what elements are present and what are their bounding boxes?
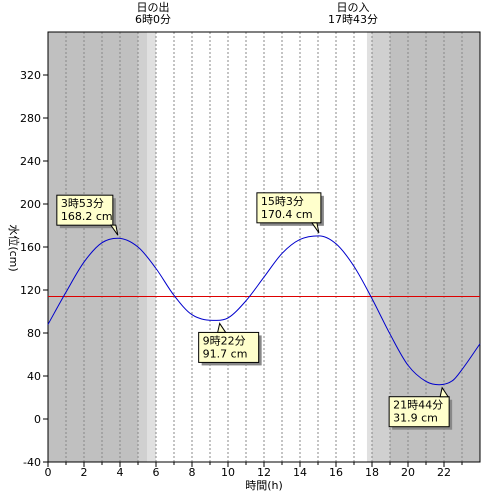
callout-pointer [109, 224, 119, 236]
y-axis-ticks: -40 0 40 80 120 160 200 240 280 320 [20, 69, 48, 469]
sunrise-label: 日の出 [137, 0, 170, 14]
callout-box [198, 331, 260, 363]
y-tick-label: 40 [27, 370, 41, 383]
day-night-shading [48, 32, 480, 462]
x-tick-label: 6 [153, 466, 160, 479]
x-tick-label: 12 [257, 466, 271, 479]
sunset-label: 日の入 [336, 1, 369, 14]
x-tick-label: 10 [221, 466, 235, 479]
y-tick-label: 240 [20, 155, 41, 168]
twilight-shade-evening [366, 32, 372, 462]
y-tick-label: 200 [20, 198, 41, 211]
callout-box [56, 194, 114, 226]
callout-time: 15時3分 [261, 195, 304, 208]
y-tick-label: 120 [20, 284, 41, 297]
night-shade-evening [390, 32, 480, 462]
x-tick-label: 4 [117, 466, 124, 479]
x-tick-label: 18 [365, 466, 379, 479]
twilight-shade-evening-dark [372, 32, 390, 462]
callout-pointer [310, 222, 320, 234]
callout-level: 91.7 cm [203, 347, 248, 360]
x-tick-label: 0 [45, 466, 52, 479]
daylight-area [156, 32, 367, 462]
y-axis-title: 水位(cm) [7, 224, 21, 271]
callout-level: 168.2 cm [61, 210, 113, 223]
callout-level: 170.4 cm [261, 208, 313, 221]
x-tick-label: 16 [329, 466, 343, 479]
twilight-shade-morning-dark [138, 32, 147, 462]
callout-time: 9時22分 [203, 334, 246, 347]
callout-box [256, 192, 322, 224]
callout-time: 21時44分 [393, 399, 443, 412]
sunrise-time: 6時0分 [135, 13, 171, 26]
x-tick-label: 20 [401, 466, 415, 479]
x-tick-label: 14 [293, 466, 307, 479]
twilight-shade-morning [147, 32, 156, 462]
x-axis-ticks: 0 2 4 6 8 10 12 14 16 18 20 22 [45, 462, 463, 479]
y-tick-label: 80 [27, 327, 41, 340]
x-tick-label: 2 [81, 466, 88, 479]
y-tick-label: -40 [23, 456, 41, 469]
y-tick-label: 160 [20, 241, 41, 254]
callout-pointer [439, 386, 450, 398]
sunset-time: 17時43分 [328, 13, 378, 26]
callout-time: 3時53分 [61, 197, 104, 210]
callout-level: 31.9 cm [393, 412, 438, 425]
tide-curve [47, 235, 481, 386]
y-tick-label: 0 [34, 413, 41, 426]
callout-pointer [217, 322, 227, 333]
night-shade-morning [48, 32, 138, 462]
y-tick-label: 280 [20, 112, 41, 125]
x-tick-label: 22 [437, 466, 451, 479]
x-axis-title: 時間(h) [245, 479, 283, 492]
x-tick-label: 8 [189, 466, 196, 479]
y-tick-label: 320 [20, 69, 41, 82]
callout-box [388, 396, 450, 428]
